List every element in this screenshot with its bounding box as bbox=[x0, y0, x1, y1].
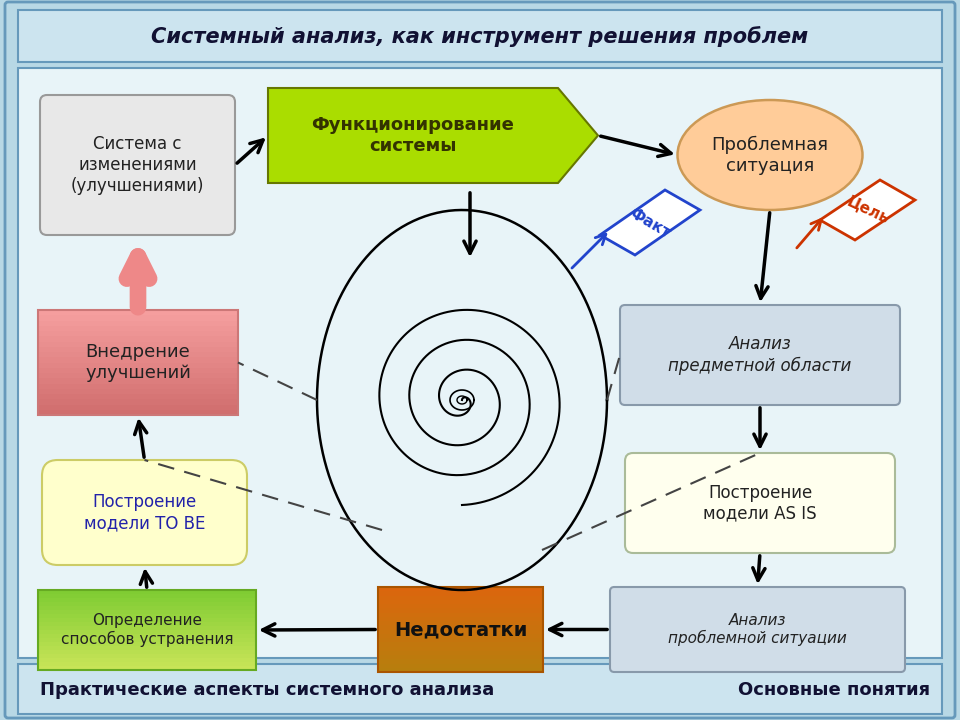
Bar bbox=[378, 634, 543, 639]
Bar bbox=[378, 629, 543, 634]
Bar bbox=[38, 347, 238, 353]
Bar bbox=[378, 667, 543, 672]
Bar bbox=[38, 622, 256, 626]
FancyBboxPatch shape bbox=[42, 460, 247, 565]
Bar bbox=[18, 68, 942, 658]
Text: Функционирование
системы: Функционирование системы bbox=[312, 116, 515, 155]
Bar bbox=[38, 642, 256, 647]
Bar bbox=[38, 618, 256, 623]
Text: Внедрение
улучшений: Внедрение улучшений bbox=[85, 343, 191, 382]
Text: Практические аспекты системного анализа: Практические аспекты системного анализа bbox=[40, 681, 494, 699]
Bar bbox=[18, 10, 942, 62]
Bar bbox=[38, 331, 238, 337]
Bar bbox=[38, 320, 238, 326]
Bar bbox=[378, 638, 543, 643]
Bar bbox=[378, 625, 543, 630]
Bar bbox=[38, 394, 238, 400]
Bar bbox=[38, 336, 238, 342]
Bar bbox=[38, 341, 238, 347]
Bar bbox=[378, 591, 543, 596]
Text: Недостатки: Недостатки bbox=[394, 620, 527, 639]
Bar bbox=[38, 634, 256, 639]
Text: Проблемная
ситуация: Проблемная ситуация bbox=[711, 135, 828, 174]
Bar bbox=[38, 646, 256, 650]
Text: Система с
изменениями
(улучшениями): Система с изменениями (улучшениями) bbox=[71, 135, 204, 195]
Bar bbox=[38, 362, 238, 368]
Bar bbox=[38, 310, 238, 316]
Bar bbox=[38, 389, 238, 395]
Bar bbox=[378, 621, 543, 626]
Bar bbox=[38, 590, 256, 595]
Text: Анализ
проблемной ситуации: Анализ проблемной ситуации bbox=[668, 613, 847, 647]
Text: Системный анализ, как инструмент решения проблем: Системный анализ, как инструмент решения… bbox=[152, 27, 808, 48]
Bar bbox=[378, 655, 543, 660]
Bar bbox=[38, 614, 256, 618]
Bar bbox=[378, 595, 543, 600]
Polygon shape bbox=[600, 190, 700, 255]
Bar bbox=[378, 608, 543, 613]
Bar bbox=[38, 662, 256, 667]
Bar bbox=[378, 587, 543, 672]
Bar bbox=[38, 654, 256, 659]
Bar bbox=[38, 666, 256, 670]
Text: Факт: Факт bbox=[627, 205, 673, 240]
Bar bbox=[38, 658, 256, 662]
Ellipse shape bbox=[678, 100, 862, 210]
Bar bbox=[38, 606, 256, 611]
FancyBboxPatch shape bbox=[610, 587, 905, 672]
Bar bbox=[38, 630, 256, 634]
Text: Основные понятия: Основные понятия bbox=[738, 681, 930, 699]
Bar bbox=[378, 642, 543, 647]
Bar bbox=[38, 373, 238, 379]
Bar bbox=[38, 357, 238, 363]
Bar bbox=[38, 650, 256, 654]
Bar bbox=[38, 325, 238, 331]
Bar bbox=[38, 310, 238, 415]
Bar bbox=[38, 638, 256, 642]
Text: Построение
модели ТО ВЕ: Построение модели ТО ВЕ bbox=[84, 493, 205, 532]
Bar bbox=[378, 647, 543, 652]
Bar bbox=[378, 651, 543, 655]
Bar bbox=[378, 587, 543, 592]
Bar bbox=[38, 602, 256, 606]
Text: Определение
способов устранения: Определение способов устранения bbox=[60, 613, 233, 647]
Bar bbox=[38, 594, 256, 598]
Bar bbox=[378, 600, 543, 605]
Bar bbox=[38, 384, 238, 390]
Bar bbox=[38, 368, 238, 374]
FancyBboxPatch shape bbox=[40, 95, 235, 235]
Text: Анализ
предметной области: Анализ предметной области bbox=[668, 336, 852, 374]
Bar bbox=[38, 405, 238, 410]
Bar bbox=[378, 604, 543, 608]
Bar bbox=[38, 410, 238, 415]
Bar bbox=[18, 664, 942, 714]
Text: Цель: Цель bbox=[845, 194, 892, 226]
Bar bbox=[38, 315, 238, 321]
Bar bbox=[38, 352, 238, 358]
Bar bbox=[378, 660, 543, 664]
Polygon shape bbox=[820, 180, 915, 240]
Bar bbox=[38, 598, 256, 603]
Bar bbox=[38, 610, 256, 614]
Bar bbox=[38, 590, 256, 670]
Bar bbox=[378, 617, 543, 621]
FancyBboxPatch shape bbox=[5, 2, 955, 718]
Bar bbox=[378, 613, 543, 617]
Polygon shape bbox=[268, 88, 598, 183]
Bar bbox=[38, 400, 238, 405]
FancyBboxPatch shape bbox=[625, 453, 895, 553]
Bar bbox=[378, 664, 543, 668]
Bar bbox=[38, 626, 256, 631]
Text: Построение
модели AS IS: Построение модели AS IS bbox=[703, 484, 817, 523]
FancyBboxPatch shape bbox=[620, 305, 900, 405]
Bar bbox=[38, 378, 238, 384]
